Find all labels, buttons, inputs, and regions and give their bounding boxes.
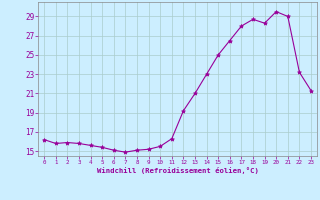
X-axis label: Windchill (Refroidissement éolien,°C): Windchill (Refroidissement éolien,°C)	[97, 167, 259, 174]
